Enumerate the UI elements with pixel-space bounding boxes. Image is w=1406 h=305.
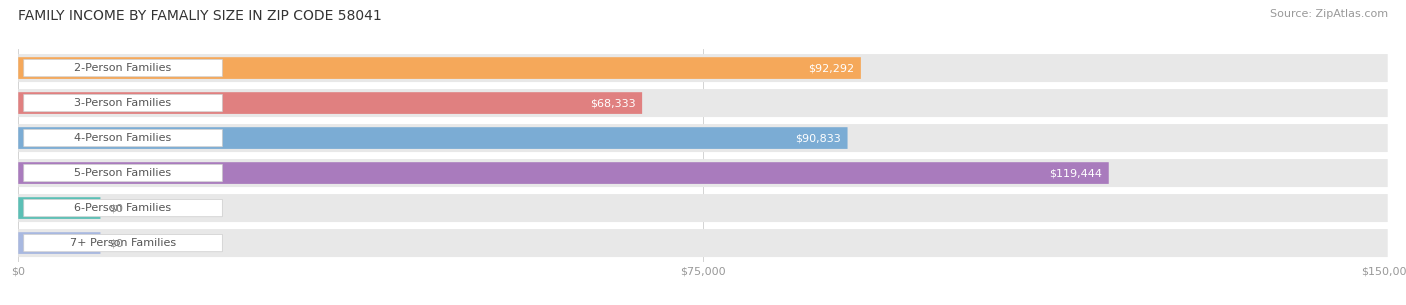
Text: $119,444: $119,444: [1049, 168, 1102, 178]
FancyBboxPatch shape: [18, 124, 1388, 152]
FancyBboxPatch shape: [18, 89, 1388, 117]
Text: 2-Person Families: 2-Person Families: [75, 63, 172, 73]
Text: 4-Person Families: 4-Person Families: [75, 133, 172, 143]
FancyBboxPatch shape: [24, 129, 222, 147]
FancyBboxPatch shape: [24, 94, 222, 112]
FancyBboxPatch shape: [24, 59, 222, 77]
FancyBboxPatch shape: [18, 159, 1388, 187]
FancyBboxPatch shape: [18, 92, 643, 114]
FancyBboxPatch shape: [18, 54, 1388, 82]
FancyBboxPatch shape: [18, 197, 100, 219]
FancyBboxPatch shape: [18, 127, 848, 149]
FancyBboxPatch shape: [18, 162, 1109, 184]
Text: FAMILY INCOME BY FAMALIY SIZE IN ZIP CODE 58041: FAMILY INCOME BY FAMALIY SIZE IN ZIP COD…: [18, 9, 382, 23]
Text: 3-Person Families: 3-Person Families: [75, 98, 172, 108]
FancyBboxPatch shape: [18, 232, 100, 254]
Text: 6-Person Families: 6-Person Families: [75, 203, 172, 213]
FancyBboxPatch shape: [18, 57, 860, 79]
FancyBboxPatch shape: [18, 194, 1388, 222]
Text: $68,333: $68,333: [589, 98, 636, 108]
Text: 7+ Person Families: 7+ Person Families: [70, 238, 176, 248]
Text: $0: $0: [108, 203, 122, 213]
FancyBboxPatch shape: [24, 234, 222, 252]
Text: $0: $0: [108, 238, 122, 248]
Text: Source: ZipAtlas.com: Source: ZipAtlas.com: [1270, 9, 1388, 19]
FancyBboxPatch shape: [24, 164, 222, 182]
Text: 5-Person Families: 5-Person Families: [75, 168, 172, 178]
Text: $90,833: $90,833: [794, 133, 841, 143]
Text: $92,292: $92,292: [808, 63, 853, 73]
FancyBboxPatch shape: [24, 199, 222, 217]
FancyBboxPatch shape: [18, 229, 1388, 257]
